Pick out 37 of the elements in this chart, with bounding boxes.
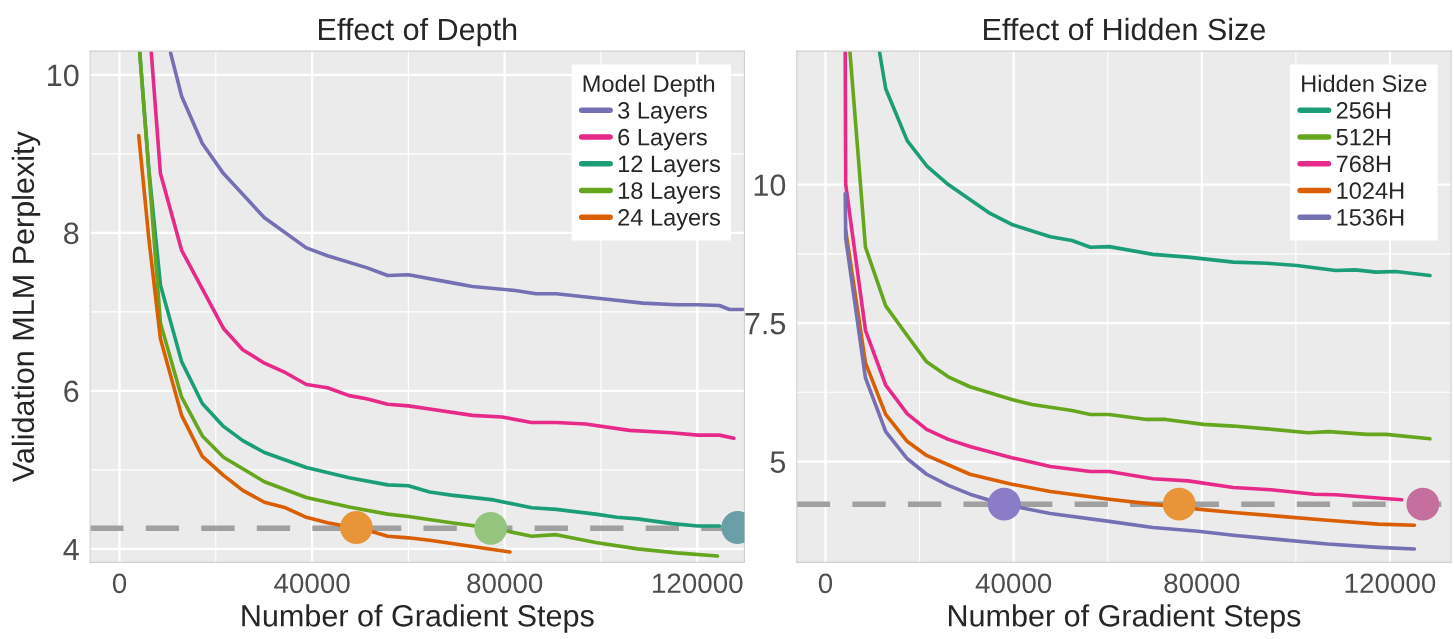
y-axis-title: Validation MLM Perplexity: [11, 131, 41, 483]
legend-label: 768H: [1336, 155, 1391, 173]
x-tick-label: 80000: [1164, 573, 1240, 594]
y-tick-label: 6: [64, 380, 79, 403]
x-tick-label: 0: [112, 573, 127, 594]
line-series: [149, 51, 736, 441]
legend-title: Hidden Size: [1302, 74, 1427, 93]
y-tick-label: 4: [63, 538, 79, 560]
legend-label: 18 Layers: [618, 182, 720, 204]
line-series: [136, 133, 512, 554]
chart-title: Effect of Hidden Size: [984, 17, 1265, 41]
x-tick-label: 40000: [975, 573, 1052, 594]
legend-label: 6 Layers: [618, 128, 707, 151]
legend-title: Model Depth: [583, 74, 715, 97]
legend-label: 1536H: [1337, 209, 1404, 226]
x-tick-label: 120000: [1345, 573, 1436, 594]
y-tick-label: 8: [64, 222, 79, 245]
legend-label: 12 Layers: [618, 155, 720, 177]
x-axis-title: Number of Gradient Steps: [948, 604, 1301, 633]
y-tick-label: 5: [770, 451, 786, 473]
y-tick-label: 7.5: [745, 313, 786, 335]
line-series: [877, 51, 1432, 278]
x-axis-title: Number of Gradient Steps: [242, 604, 594, 633]
legend-label: 24 Layers: [618, 209, 720, 231]
y-tick-label: 10: [48, 64, 79, 87]
x-tick-label: 120000: [653, 573, 743, 594]
x-tick-label: 0: [818, 573, 833, 594]
legend-label: 256H: [1336, 102, 1391, 119]
line-series: [168, 51, 745, 312]
line-series: [848, 51, 1432, 441]
legend-label: 512H: [1336, 128, 1391, 146]
y-tick-label: 10: [754, 174, 786, 196]
legend-label: 3 Layers: [618, 102, 707, 124]
chart-title: Effect of Depth: [319, 17, 517, 47]
legend-label: 1024H: [1337, 182, 1404, 199]
x-tick-label: 40000: [274, 573, 350, 594]
x-tick-label: 80000: [467, 573, 543, 594]
